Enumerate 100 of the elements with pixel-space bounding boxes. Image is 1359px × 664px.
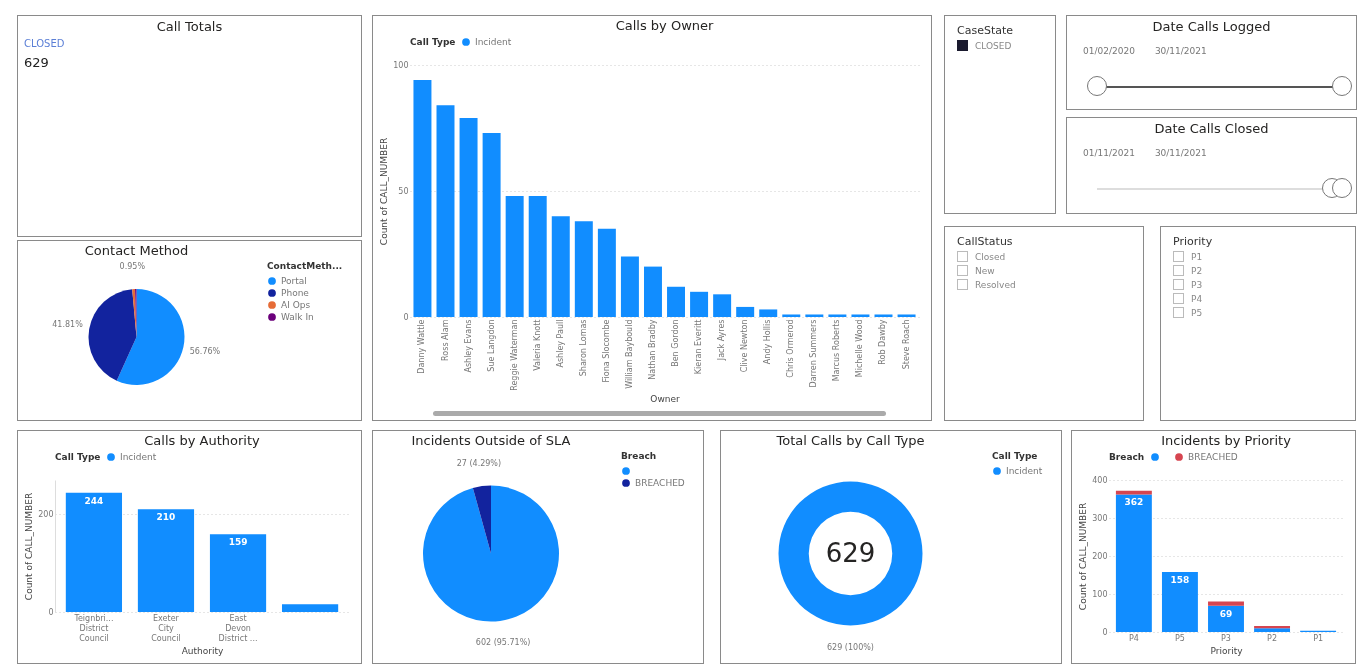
bar	[528, 196, 547, 317]
bar	[643, 266, 662, 317]
legend-label: Incident	[1006, 466, 1043, 476]
x-axis-title: Authority	[181, 645, 224, 656]
data-label: 210	[156, 512, 176, 523]
pie-slice	[88, 289, 137, 381]
bar	[713, 294, 732, 317]
text: 629	[24, 55, 50, 70]
text: New	[975, 265, 995, 276]
y-axis-title: Count of CALL_NUMBER	[379, 137, 390, 246]
y-tick-label: 200	[1092, 551, 1108, 561]
y-tick-label: 300	[1092, 513, 1108, 523]
bar	[1115, 494, 1152, 632]
x-tick-label: Clive Newton	[740, 319, 750, 373]
legend-title: Call Type	[992, 451, 1038, 461]
text: 30/11/2021	[1153, 147, 1208, 160]
x-tick-label: William Baybould	[624, 319, 634, 389]
x-tick-label: Ben Gordon	[671, 319, 681, 367]
bar	[620, 256, 639, 317]
x-tick-label: Marcus Roberts	[832, 319, 842, 382]
x-tick-label: Rob Dawby	[878, 319, 888, 365]
bar	[65, 492, 123, 612]
x-axis-title: Priority	[1210, 645, 1244, 656]
text: P1	[1191, 251, 1203, 262]
x-tick-label: Valeria Knott	[532, 319, 542, 371]
x-tick-label: P1	[1313, 633, 1324, 643]
chart-title: Calls by Authority	[144, 433, 261, 448]
x-tick-label: Chris Ormerod	[786, 319, 796, 378]
bar	[805, 314, 824, 317]
legend-label: Portal	[281, 276, 307, 286]
bar	[874, 314, 893, 317]
text: 629	[825, 537, 876, 568]
x-tick-label: Reggie Waterman	[509, 319, 519, 391]
x-tick-label: Sharon Lomas	[578, 319, 588, 377]
x-tick-label: Danny Wattle	[417, 319, 427, 374]
y-tick-label: 0	[1102, 627, 1108, 637]
y-tick-label: 400	[1092, 475, 1108, 485]
x-tick-label: P4	[1128, 633, 1139, 643]
data-label: 69	[1219, 608, 1233, 619]
pie-slice	[472, 485, 491, 554]
bar	[505, 196, 524, 317]
x-tick-label: Kieran Everitt	[694, 319, 704, 375]
legend-label: BREACHED	[635, 478, 685, 488]
bar	[551, 216, 570, 317]
data-label: 362	[1124, 497, 1144, 508]
data-label: 159	[228, 537, 248, 548]
x-tick-label: Steve Roach	[901, 319, 911, 370]
text: 01/02/2020	[1082, 45, 1136, 58]
data-label: 158	[1170, 574, 1190, 585]
x-tick-label: Jack Ayres	[717, 319, 727, 362]
legend-title: Call Type	[410, 37, 456, 47]
x-tick-label: Michelle Wood	[855, 319, 865, 378]
bar	[574, 221, 593, 317]
text: Call Totals	[155, 19, 224, 34]
legend-label: BREACHED	[1188, 452, 1238, 462]
bar	[1208, 605, 1244, 632]
data-label: 27 (4.29%)	[456, 459, 502, 469]
bar	[828, 314, 847, 317]
x-tick-label: P5	[1174, 633, 1185, 643]
text: 01/11/2021	[1082, 147, 1136, 160]
text: P2	[1191, 265, 1203, 276]
text: CallStatus	[957, 235, 1014, 248]
bar	[736, 306, 755, 317]
x-tick-label: P3	[1221, 633, 1231, 643]
bar	[690, 291, 709, 317]
text: Resolved	[975, 279, 1016, 290]
x-tick-label: P2	[1267, 633, 1278, 643]
text: CLOSED	[975, 40, 1012, 51]
data-label: 629 (100%)	[827, 642, 874, 652]
bar	[597, 228, 616, 317]
data-label: 244	[84, 495, 104, 506]
x-axis-title: Owner	[650, 393, 680, 404]
y-tick-label: 100	[393, 60, 409, 70]
x-tick-label: Fiona Slocombe	[601, 319, 611, 383]
y-axis-title: Count of CALL_NUMBER	[1078, 502, 1089, 611]
chart-title: Total Calls by Call Type	[775, 433, 925, 448]
pie-slice	[423, 485, 559, 622]
y-tick-label: 200	[38, 509, 54, 519]
legend-title: Breach	[1109, 452, 1145, 462]
bar	[436, 105, 455, 317]
pie-slice	[116, 289, 185, 385]
bar	[459, 117, 478, 317]
bar	[782, 314, 801, 317]
x-tick-label: East Devon District ...	[218, 613, 258, 643]
x-tick-label: Ross Alam	[440, 319, 450, 361]
x-tick-label: Exeter City Council	[151, 613, 181, 643]
legend-title: Breach	[621, 451, 657, 461]
data-label: 56.76%	[189, 346, 221, 356]
chart-title: Contact Method	[84, 243, 189, 258]
bar	[851, 314, 870, 317]
data-label: 41.81%	[52, 320, 84, 330]
text: 30/11/2021	[1153, 45, 1208, 58]
x-tick-label: Ashley Paull	[555, 319, 565, 368]
text: Closed	[975, 251, 1006, 262]
legend-label: Incident	[120, 452, 157, 462]
x-tick-label: Darren Summers	[809, 319, 819, 388]
y-tick-label: 100	[1092, 589, 1108, 599]
chart-title: Incidents by Priority	[1161, 433, 1292, 448]
legend-label: Incident	[475, 37, 512, 47]
y-tick-label: 0	[403, 312, 409, 322]
